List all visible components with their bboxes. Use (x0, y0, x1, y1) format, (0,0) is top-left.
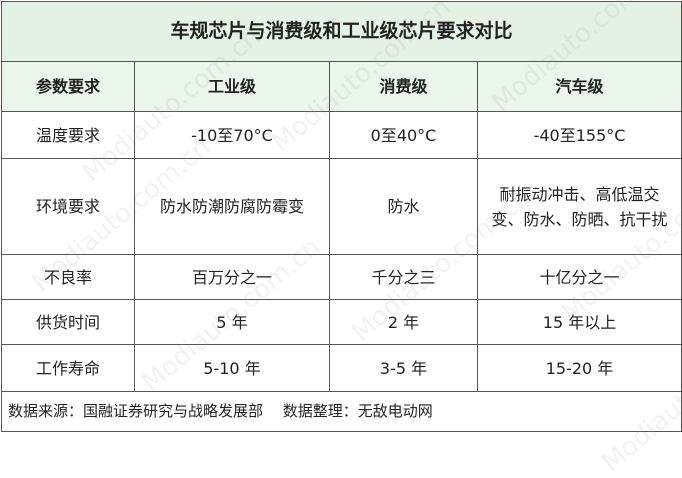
cell: 3-5 年 (329, 344, 478, 393)
header-cell: 汽车级 (476, 61, 682, 113)
comparison-table: 车规芯片与消费级和工业级芯片要求对比 参数要求 工业级 消费级 汽车级 温度要求 -10… (0, 0, 682, 432)
row-label: 温度要求 (1, 111, 135, 160)
cell: 0至40°C (329, 111, 478, 160)
cell: 十亿分之一 (476, 254, 682, 301)
table-row: 环境要求 防水防潮防腐防霉变 防水 耐振动冲击、高低温交变、防水、防晒、抗干扰 (1, 158, 682, 256)
header-row: 参数要求 工业级 消费级 汽车级 (1, 61, 682, 113)
title-row: 车规芯片与消费级和工业级芯片要求对比 (0, 0, 682, 63)
cell: 耐振动冲击、高低温交变、防水、防晒、抗干扰 (476, 158, 682, 256)
cell: 5-10 年 (134, 344, 330, 393)
cell: 15 年以上 (476, 299, 682, 346)
header-cell: 工业级 (134, 61, 330, 113)
header-cell: 参数要求 (1, 61, 135, 113)
row-label: 供货时间 (1, 299, 135, 346)
cell: 百万分之一 (134, 254, 330, 301)
cell: 15-20 年 (476, 344, 682, 393)
table-row: 工作寿命 5-10 年 3-5 年 15-20 年 (1, 344, 682, 393)
header-cell: 消费级 (329, 61, 478, 113)
footer-row: 数据来源：国融证券研究与战略发展部 数据整理：无敌电动网 (0, 391, 682, 432)
cell: 防水防潮防腐防霉变 (134, 158, 330, 256)
table-row: 温度要求 -10至70°C 0至40°C -40至155°C (1, 111, 682, 160)
row-label: 不良率 (1, 254, 135, 301)
row-label: 环境要求 (1, 158, 135, 256)
cell: 千分之三 (329, 254, 478, 301)
cell: 2 年 (329, 299, 478, 346)
cell: -10至70°C (134, 111, 330, 160)
row-label: 工作寿命 (1, 344, 135, 393)
cell: 5 年 (134, 299, 330, 346)
footer: 数据来源：国融证券研究与战略发展部 数据整理：无敌电动网 (0, 391, 682, 432)
cell: 防水 (329, 158, 478, 256)
cell: -40至155°C (476, 111, 682, 160)
table-title: 车规芯片与消费级和工业级芯片要求对比 (0, 0, 682, 63)
table-row: 不良率 百万分之一 千分之三 十亿分之一 (1, 254, 682, 301)
